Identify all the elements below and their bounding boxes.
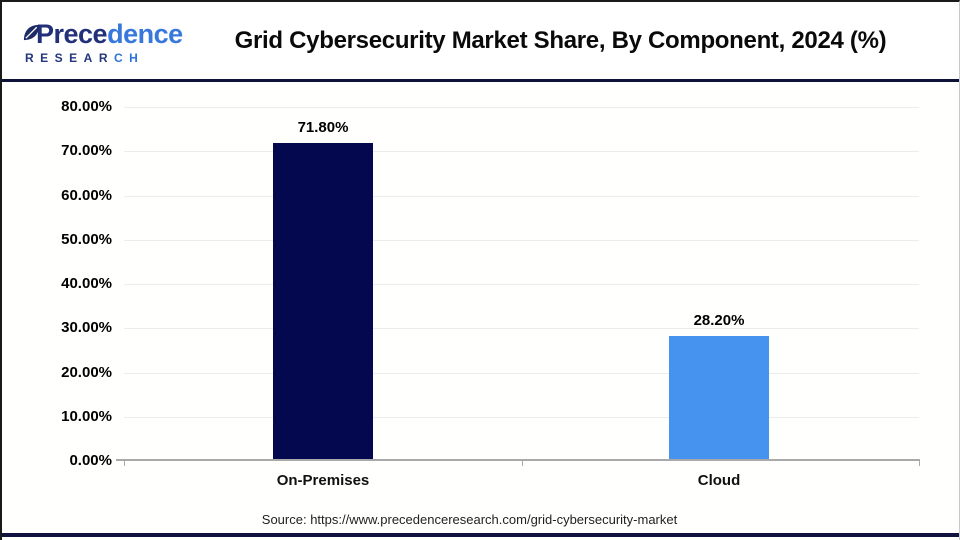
gridline: [124, 284, 919, 285]
logo-wordmark: Precedence: [22, 21, 192, 48]
y-axis-tick-label: 70.00%: [61, 142, 112, 160]
x-axis-tick: [919, 459, 920, 466]
y-axis-tick-label: 10.00%: [61, 407, 112, 425]
header-divider-line: [2, 79, 959, 82]
x-axis-category-label: On-Premises: [276, 472, 370, 489]
gridline: [124, 195, 919, 197]
gridline: [124, 107, 919, 108]
precedence-research-logo: Precedence RESEARCH: [2, 17, 192, 64]
x-axis-line: [116, 459, 919, 461]
logo-text-dence: dence: [107, 19, 183, 50]
gridline: [124, 151, 919, 153]
bottom-border-strip: [2, 533, 959, 537]
y-axis-labels: 80.00% 70.00% 60.00% 50.00% 40.00% 30.00% 20.0…: [22, 98, 112, 469]
y-axis-tick-label: 80.00%: [61, 98, 112, 115]
y-axis-tick-label: 0.00%: [69, 452, 112, 469]
y-axis-tick-label: 60.00%: [61, 186, 112, 204]
logo-subtitle: RESEARCH: [22, 52, 192, 64]
x-axis-category-label: Cloud: [697, 472, 741, 489]
x-axis-tick: [521, 459, 523, 466]
logo-subtitle-ch: CH: [114, 50, 145, 65]
header: Precedence RESEARCH Grid Cybersecurity M…: [2, 2, 959, 79]
x-axis-tick: [124, 459, 125, 466]
gridline: [124, 372, 919, 374]
logo-text-prece: Prece: [36, 19, 108, 50]
source-citation: Source: https://www.precedenceresearch.c…: [261, 512, 678, 527]
y-axis-tick-label: 30.00%: [61, 319, 112, 337]
y-axis-tick-label: 40.00%: [61, 275, 112, 292]
logo-subtitle-resear: RESEAR: [25, 50, 115, 65]
y-axis-tick-label: 50.00%: [61, 230, 112, 248]
bar-on-premises: [273, 143, 373, 461]
gridline: [124, 328, 919, 330]
plot-area: 71.80% On-Premises 28.20% Cloud: [116, 107, 920, 489]
gridline: [124, 416, 919, 418]
gridline: [124, 239, 919, 241]
leaf-icon: [23, 24, 40, 40]
chart-title: Grid Cybersecurity Market Share, By Comp…: [234, 26, 887, 54]
bar-cloud: [669, 336, 769, 461]
bar-value-label: 71.80%: [297, 119, 349, 137]
bar-value-label: 28.20%: [693, 312, 745, 330]
y-axis-tick-label: 20.00%: [61, 363, 112, 381]
